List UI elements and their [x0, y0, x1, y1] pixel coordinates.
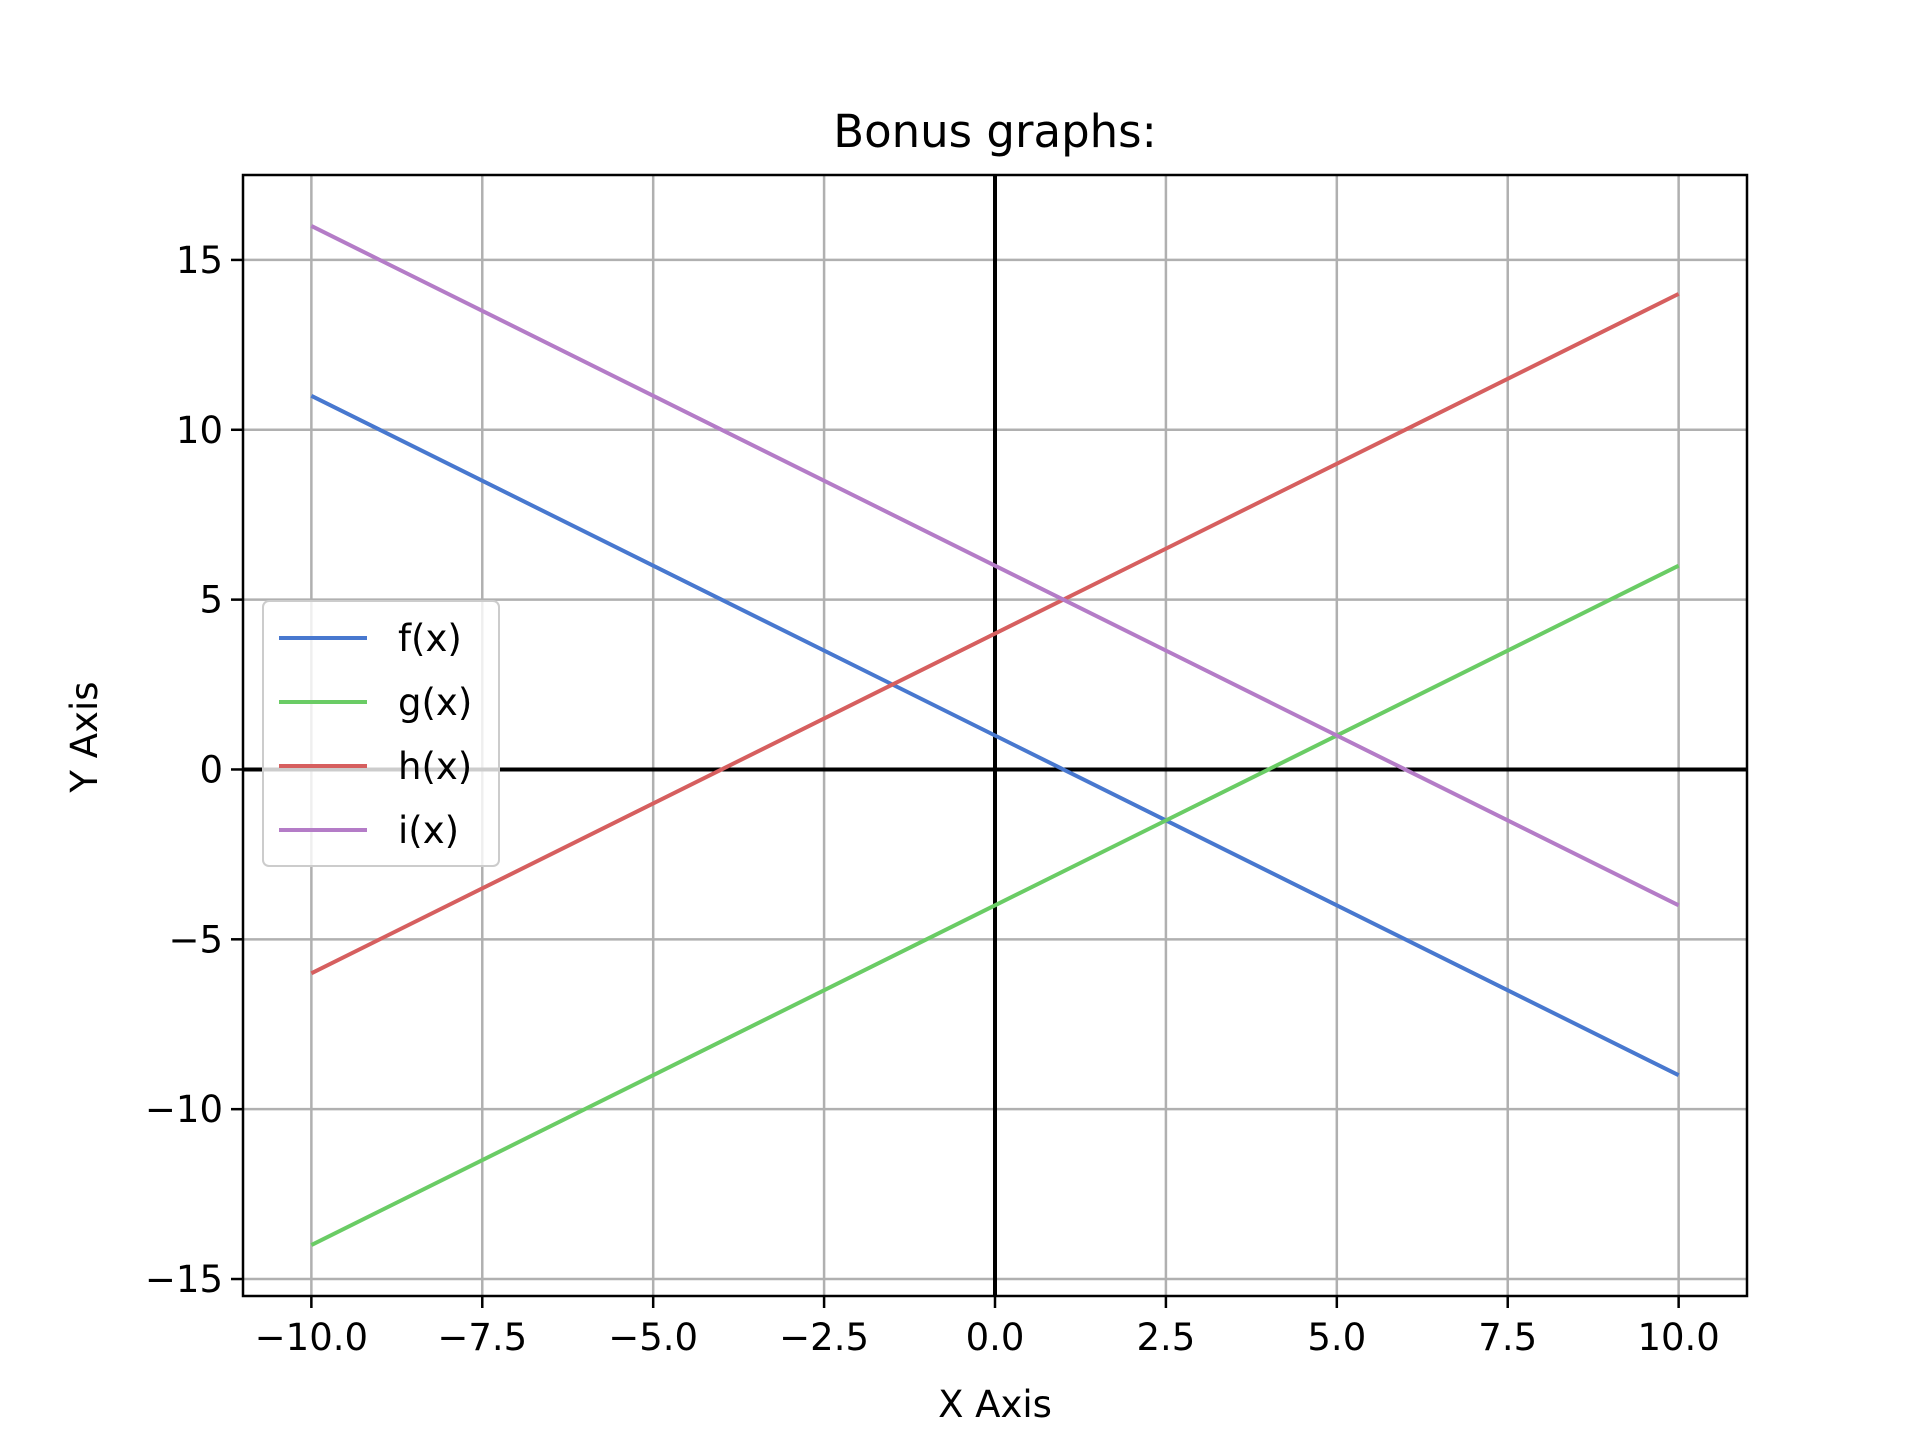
x-tick-label: −2.5 — [779, 1316, 869, 1359]
legend-box — [262, 600, 500, 867]
x-tick-label: −5.0 — [608, 1316, 698, 1359]
y-tick-label: 5 — [199, 579, 223, 622]
y-tick-label: 10 — [176, 409, 223, 452]
x-tick-label: 5.0 — [1307, 1316, 1366, 1359]
chart-title: Bonus graphs: — [833, 105, 1157, 158]
legend-label: g(x) — [398, 681, 472, 724]
x-axis-title: X Axis — [938, 1383, 1052, 1426]
x-tick-label: 2.5 — [1136, 1316, 1195, 1359]
x-tick-label: −7.5 — [437, 1316, 527, 1359]
y-axis-title: Y Axis — [63, 681, 106, 793]
series-line-gx — [310, 563, 1680, 1247]
series-line-ix — [310, 224, 1680, 908]
y-tick-label: −10 — [145, 1088, 223, 1131]
series-line-hx — [310, 292, 1680, 976]
x-tick-label: 7.5 — [1478, 1316, 1537, 1359]
y-tick-label: 15 — [176, 239, 223, 282]
y-axis-ticks: −15 −10 −5 0 5 10 15 — [145, 239, 243, 1301]
series-line-fx — [310, 394, 1680, 1077]
y-tick-label: 0 — [199, 748, 223, 791]
legend-label: i(x) — [398, 809, 459, 852]
x-tick-label: 10.0 — [1637, 1316, 1719, 1359]
legend-label: f(x) — [398, 617, 462, 660]
x-tick-label: 0.0 — [966, 1316, 1025, 1359]
series-lines — [310, 224, 1680, 1247]
y-tick-label: −15 — [145, 1258, 223, 1301]
y-tick-label: −5 — [168, 918, 223, 961]
legend: f(x) g(x) h(x) i(x) — [262, 600, 500, 867]
x-axis-ticks: −10.0 −7.5 −5.0 −2.5 0.0 2.5 5.0 7.5 10.0 — [255, 1296, 1720, 1359]
legend-label: h(x) — [398, 745, 472, 788]
x-tick-label: −10.0 — [255, 1316, 368, 1359]
